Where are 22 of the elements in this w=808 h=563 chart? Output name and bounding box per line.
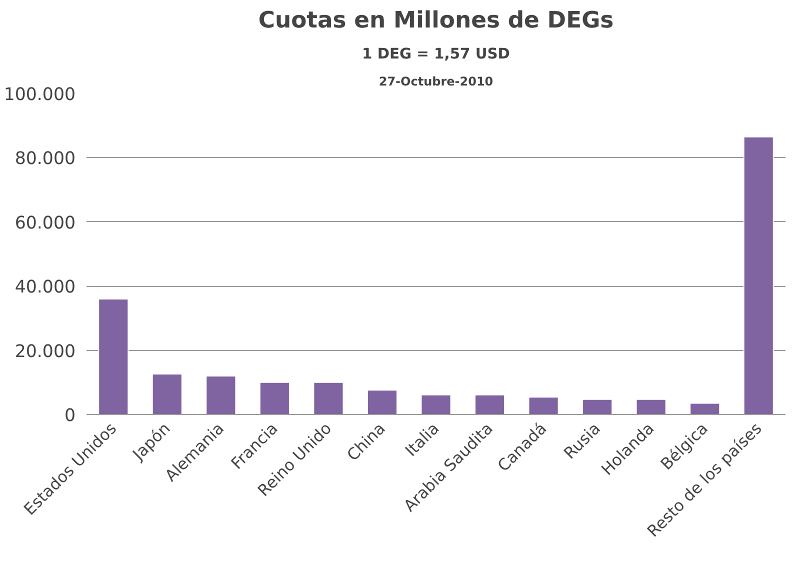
- bar: [98, 298, 129, 414]
- y-tick-label: 0: [64, 406, 76, 426]
- bar: [420, 394, 452, 414]
- bar: [366, 390, 398, 414]
- y-tick-label: 60.000: [14, 213, 76, 234]
- bar: [528, 396, 559, 414]
- text: 27-Octubre-2010: [378, 74, 494, 88]
- y-tick-label: 20.000: [14, 342, 76, 362]
- chart-title: Cuotas en Millones de DEGs: [258, 8, 614, 34]
- bar: [474, 394, 506, 414]
- bar: [636, 398, 666, 414]
- bar: [313, 382, 344, 414]
- bar: [582, 398, 613, 414]
- bar: [690, 402, 720, 414]
- bar: [152, 374, 182, 414]
- bar: [206, 375, 236, 414]
- bar: [259, 382, 290, 414]
- y-tick-label: 40.000: [14, 278, 76, 298]
- chart-subtitle: 1 DEG = 1,57 USD: [362, 46, 510, 62]
- y-tick-label: 100.000: [4, 85, 76, 105]
- bar: [743, 136, 774, 414]
- y-tick-label: 80.000: [14, 149, 76, 170]
